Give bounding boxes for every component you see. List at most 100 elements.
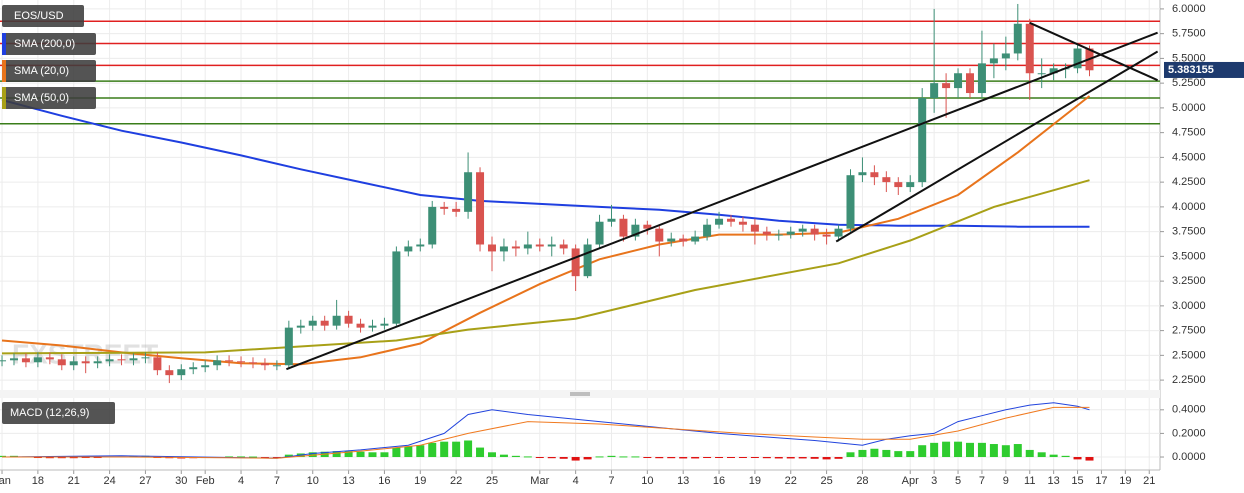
macd-histogram-bar: [810, 457, 819, 459]
macd-histogram-bar: [631, 456, 640, 458]
x-tick-label: 4: [238, 475, 244, 487]
x-tick-label: 22: [785, 475, 797, 487]
x-tick-label: 19: [1119, 475, 1131, 487]
candle-body: [523, 244, 532, 249]
candle-body: [846, 175, 855, 229]
candle-body: [344, 315, 353, 324]
macd-histogram-bar: [703, 457, 712, 459]
candle-body: [356, 323, 365, 328]
candle-body: [45, 357, 54, 360]
macd-histogram-bar: [392, 447, 401, 458]
macd-histogram-bar: [894, 451, 903, 458]
x-tick-label: 19: [749, 475, 761, 487]
x-tick-label: 19: [414, 475, 426, 487]
candle-body: [906, 182, 915, 188]
macd-histogram-bar: [858, 449, 867, 458]
x-tick-label: 15: [1071, 475, 1083, 487]
macd-histogram-bar: [691, 457, 700, 459]
candle-body: [798, 228, 807, 232]
macd-line: [1, 402, 1090, 459]
candle-body: [237, 361, 246, 363]
sma-line: [1, 99, 1090, 228]
candle-body: [201, 365, 210, 368]
candle-body: [129, 358, 138, 361]
candle-body: [332, 315, 341, 326]
x-tick-label: 21: [68, 475, 80, 487]
x-tick-label: 25: [486, 475, 498, 487]
candle-body: [57, 359, 66, 366]
candle-body: [930, 83, 939, 98]
x-tick-label: 28: [856, 475, 868, 487]
candle-body: [117, 359, 126, 361]
macd-histogram-bar: [715, 457, 724, 459]
candle-body: [320, 320, 329, 326]
x-tick-label: 7: [979, 475, 985, 487]
macd-histogram-bar: [762, 457, 771, 459]
macd-histogram-bar: [380, 452, 389, 458]
x-tick-label: 25: [820, 475, 832, 487]
legend-swatch: [2, 87, 6, 109]
candle-body: [762, 231, 771, 235]
macd-histogram-bar: [452, 441, 461, 458]
last-price-box: [1164, 61, 1244, 78]
macd-histogram-bar: [918, 445, 927, 458]
macd-histogram-bar: [583, 457, 592, 460]
macd-histogram-bar: [738, 457, 747, 459]
candle-body: [69, 361, 78, 366]
candle-body: [416, 244, 425, 247]
candle-body: [440, 206, 449, 209]
sma-line: [1, 95, 1091, 366]
macd-histogram-bar: [476, 447, 485, 458]
legend-label: SMA (20,0): [14, 65, 69, 77]
x-tick-label: 7: [274, 475, 280, 487]
macd-histogram-bar: [368, 452, 377, 458]
x-tick-label: 9: [1003, 475, 1009, 487]
macd-histogram-bar: [356, 451, 365, 458]
candle-body: [260, 363, 269, 366]
candle-body: [308, 320, 317, 326]
trend-line: [1029, 21, 1159, 82]
candle-body: [810, 228, 819, 235]
legend-box: [2, 60, 96, 82]
macd-histogram-bar: [1025, 449, 1034, 458]
y-tick-label: 5.2500: [1172, 77, 1206, 89]
macd-histogram-bar: [559, 457, 568, 459]
x-tick-label: Jan: [0, 475, 11, 487]
x-tick-label: 10: [641, 475, 653, 487]
y-tick-label: 2.7500: [1172, 325, 1206, 337]
macd-histogram-bar: [870, 448, 879, 458]
macd-histogram-bar: [404, 446, 413, 458]
candle-body: [786, 231, 795, 235]
candle-body: [882, 177, 891, 183]
legend-swatch: [2, 60, 6, 82]
y-tick-label: 3.0000: [1172, 300, 1206, 312]
candle-body: [738, 221, 747, 225]
trend-line: [286, 31, 1158, 371]
candle-body: [726, 218, 735, 222]
candle-body: [487, 244, 496, 252]
candle-body: [965, 73, 974, 94]
macd-histogram-bar: [428, 442, 437, 458]
macd-histogram-bar: [69, 457, 78, 459]
candle-body: [105, 359, 114, 362]
candle-body: [476, 172, 485, 245]
macd-histogram-bar: [619, 456, 628, 458]
macd-histogram-bar: [977, 442, 986, 458]
macd-histogram-bar: [906, 451, 915, 458]
x-tick-label: 3: [931, 475, 937, 487]
macd-histogram-bar: [882, 449, 891, 458]
candle-body: [93, 361, 102, 364]
macd-histogram-bar: [225, 456, 234, 458]
y-tick-label: 0.0000: [1172, 451, 1206, 463]
candle-body: [177, 369, 186, 376]
x-tick-label: 18: [32, 475, 44, 487]
macd-histogram-bar: [464, 440, 473, 458]
candle-body: [535, 244, 544, 247]
candle-body: [1073, 48, 1082, 69]
y-tick-label: 0.2000: [1172, 427, 1206, 439]
macd-histogram-bar: [93, 457, 102, 459]
candle-body: [511, 246, 520, 249]
